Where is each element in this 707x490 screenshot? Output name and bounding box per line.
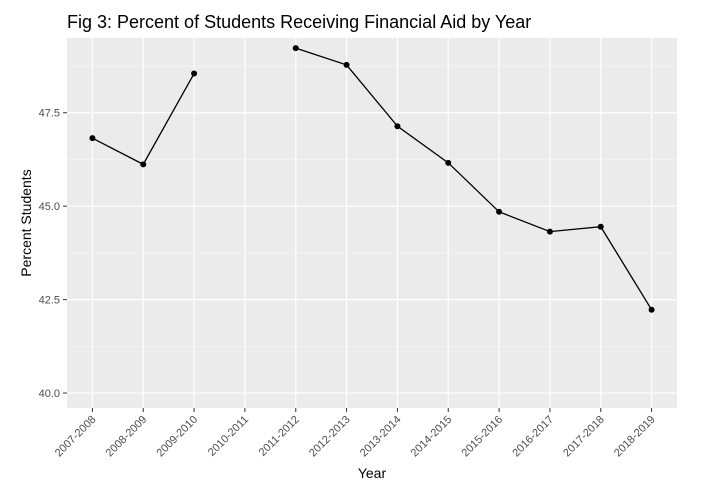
x-tick-label: 2010-2011: [206, 414, 251, 459]
x-tick-label: 2015-2016: [460, 414, 506, 460]
y-axis-title: Percent Students: [18, 169, 34, 276]
series-segment: [295, 47, 653, 311]
x-tick-label: 2008-2009: [104, 414, 150, 460]
data-point: [394, 123, 401, 130]
x-tick-label: 2011-2012: [257, 414, 302, 459]
data-point: [191, 70, 198, 77]
x-tick-label: 2009-2010: [155, 414, 201, 460]
grid-major: [67, 38, 677, 408]
data-point: [445, 159, 452, 166]
data-point: [89, 135, 96, 142]
grid-minor: [67, 65, 677, 347]
y-tick-label: 42.5: [39, 295, 60, 307]
x-tick-label: 2016-2017: [510, 414, 556, 460]
y-tick-label: 45.0: [39, 201, 60, 213]
data-point: [546, 228, 553, 235]
data-point: [343, 61, 350, 68]
x-tick-label: 2007-2008: [53, 414, 99, 460]
series-line: [89, 45, 655, 313]
data-point: [496, 208, 503, 215]
x-tick-label: 2017-2018: [561, 414, 607, 460]
x-axis-title: Year: [358, 465, 387, 481]
x-tick-label: 2018-2019: [612, 414, 658, 460]
x-tick-label: 2012-2013: [307, 414, 353, 460]
data-point: [597, 223, 604, 230]
data-point: [140, 161, 147, 168]
chart-title: Fig 3: Percent of Students Receiving Fin…: [67, 12, 531, 32]
data-point: [292, 45, 299, 52]
data-point: [648, 306, 655, 313]
x-tick-label: 2013-2014: [358, 414, 404, 460]
y-tick-label: 40.0: [39, 388, 60, 400]
plot-panel: [67, 38, 677, 408]
x-tick-label: 2014-2015: [409, 414, 455, 460]
y-tick-label: 47.5: [39, 108, 60, 120]
